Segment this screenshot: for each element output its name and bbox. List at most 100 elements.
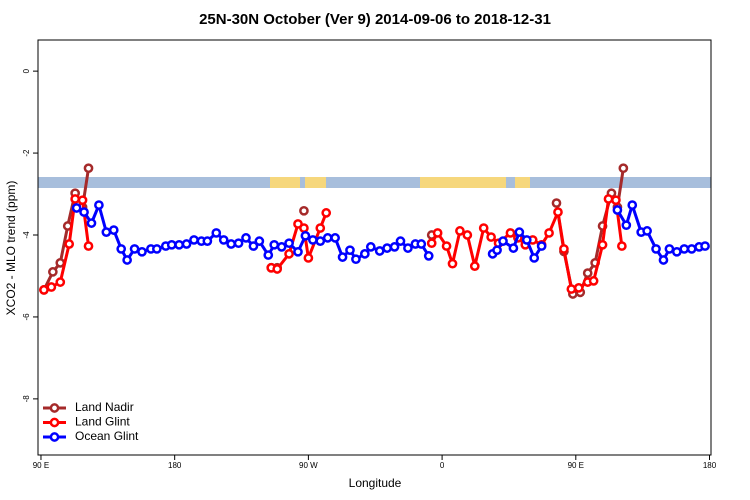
data-point — [152, 244, 162, 254]
legend-marker — [49, 432, 60, 442]
data-point — [269, 239, 280, 250]
data-point — [64, 239, 75, 249]
data-point — [603, 194, 614, 204]
data-point — [462, 230, 473, 240]
data-point — [272, 264, 283, 274]
data-point — [303, 253, 314, 263]
data-point — [79, 207, 89, 217]
data-point — [86, 218, 97, 228]
data-point — [588, 276, 599, 286]
data-point — [529, 253, 540, 263]
data-point — [241, 233, 251, 243]
data-point — [284, 248, 294, 259]
data-point — [70, 194, 80, 204]
data-point — [403, 243, 413, 253]
legend-marker — [49, 403, 60, 413]
data-point — [658, 255, 669, 265]
data-point — [536, 241, 547, 251]
data-point — [122, 255, 132, 265]
data-point — [651, 244, 661, 254]
x-axis-label: Longitude — [349, 476, 402, 490]
x-tick-label: 0 — [440, 461, 445, 470]
data-point — [263, 250, 274, 260]
y-tick-label: -2 — [22, 149, 31, 157]
data-point — [108, 225, 119, 235]
data-point — [544, 228, 554, 238]
data-point — [498, 236, 508, 247]
data-point — [315, 223, 326, 233]
data-point — [621, 220, 632, 231]
data-point — [226, 239, 236, 249]
data-point — [597, 239, 608, 250]
data-point — [514, 227, 525, 237]
data-point — [166, 239, 177, 250]
data-point — [248, 241, 259, 251]
data-point — [664, 244, 675, 254]
data-point — [423, 251, 434, 261]
data-point — [389, 242, 400, 252]
data-point — [101, 227, 112, 237]
data-point — [492, 245, 502, 256]
data-point — [700, 241, 710, 251]
data-point — [686, 244, 697, 254]
data-point — [374, 246, 385, 256]
data-point — [553, 207, 563, 217]
data-point — [315, 236, 326, 247]
data-point — [521, 235, 532, 245]
data-point — [299, 223, 309, 233]
legend-marker — [49, 417, 60, 428]
data-point — [612, 205, 623, 215]
data-point — [573, 283, 584, 293]
data-point — [83, 241, 94, 251]
data-point — [94, 200, 104, 210]
data-point — [679, 244, 690, 254]
data-point — [345, 245, 355, 256]
data-point — [137, 246, 147, 257]
plot-frame — [37, 39, 712, 456]
data-point — [307, 235, 318, 245]
data-point — [39, 285, 49, 295]
data-point — [395, 236, 406, 247]
y-axis-label: XCO2 - MLO trend (ppm) — [4, 181, 18, 316]
data-point — [642, 226, 652, 236]
data-point — [181, 239, 192, 249]
data-point — [337, 252, 348, 262]
data-point — [189, 235, 199, 245]
data-point — [508, 243, 519, 253]
data-point — [322, 233, 333, 243]
data-point — [611, 195, 621, 206]
data-point — [55, 277, 66, 287]
data-point — [359, 248, 370, 259]
data-point — [566, 284, 577, 294]
data-point — [671, 246, 682, 257]
data-point — [284, 238, 294, 249]
data-point — [486, 232, 496, 242]
y-tick-label: -4 — [22, 231, 31, 239]
data-point — [582, 268, 593, 278]
data-point — [618, 163, 629, 174]
data-point — [218, 235, 229, 245]
data-point — [441, 241, 452, 251]
data-point — [365, 242, 376, 252]
data-point — [447, 258, 458, 269]
land-ocean-strip — [38, 177, 711, 188]
data-point — [426, 238, 437, 249]
data-point — [211, 228, 222, 238]
data-point — [455, 226, 465, 236]
data-point — [71, 203, 82, 213]
data-point — [330, 233, 340, 243]
chart-title: 25N-30N October (Ver 9) 2014-09-06 to 20… — [199, 11, 551, 28]
legend-label: Land Nadir — [75, 400, 134, 414]
data-point — [627, 200, 638, 210]
y-tick-label: -8 — [22, 395, 31, 403]
legend-label: Land Glint — [75, 415, 130, 429]
data-point — [478, 223, 489, 233]
x-tick-label: 90 E — [568, 461, 584, 470]
data-point — [416, 239, 427, 249]
x-tick-label: 180 — [703, 461, 717, 470]
data-point — [46, 282, 57, 292]
data-point — [299, 205, 309, 216]
data-point — [293, 246, 303, 257]
data-point — [254, 236, 265, 247]
data-point — [321, 208, 332, 218]
